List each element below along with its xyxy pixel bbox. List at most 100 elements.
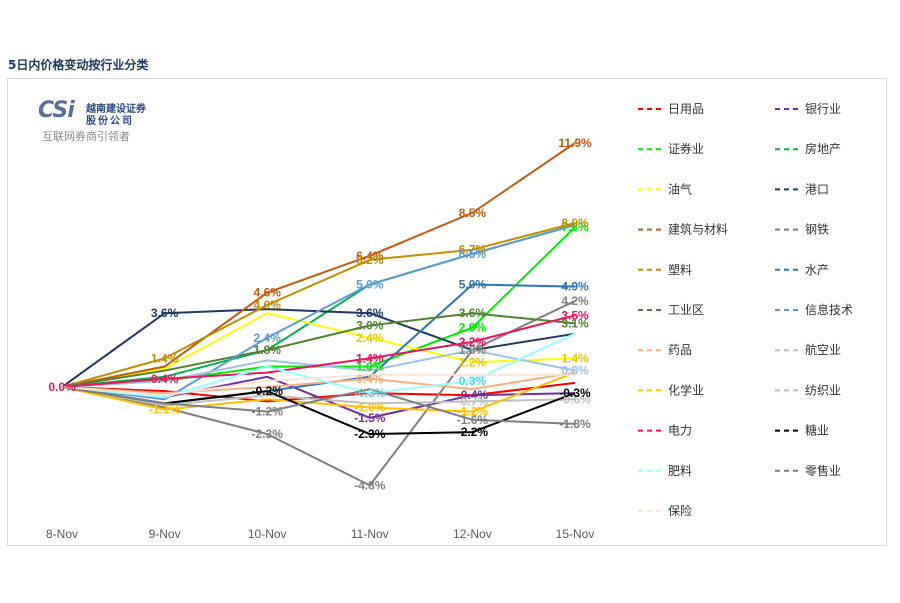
legend-label: 建筑与材料 (668, 222, 728, 237)
data-label: 5.0% (459, 278, 487, 292)
data-label: 1.4% (356, 351, 384, 365)
data-label: -0.3% (354, 386, 386, 400)
x-tick-label: 12-Nov (453, 527, 492, 541)
legend-label: 零售业 (805, 463, 841, 478)
legend-item: 化学业 (638, 382, 704, 397)
data-label: 6.2% (356, 253, 384, 267)
legend-label: 化学业 (668, 382, 704, 397)
x-tick-label: 8-Nov (46, 527, 78, 541)
series-line-12 (61, 224, 576, 401)
series-line-9 (61, 222, 576, 388)
series-line-19 (61, 332, 576, 399)
series-line-13 (61, 371, 576, 395)
logo-name-line1: 越南建设证券 (86, 104, 146, 115)
data-label: 3.6% (459, 306, 487, 320)
legend-label: 糖业 (805, 423, 829, 438)
legend-item: 零售业 (775, 463, 841, 478)
series-line-14 (61, 386, 576, 407)
data-label: 7.8% (561, 220, 589, 234)
data-label: 6.5% (459, 247, 487, 261)
legend-label: 保险 (668, 503, 692, 518)
legend-label: 药品 (668, 343, 692, 357)
data-label: 8.5% (459, 206, 487, 220)
data-label: 2.2% (459, 335, 487, 349)
legend-item: 钢铁 (775, 223, 829, 237)
data-label: -0.3% (559, 386, 591, 400)
series-line-4 (61, 224, 576, 388)
x-tick-label: 11-Nov (351, 527, 389, 541)
data-label: -1.1% (149, 403, 181, 417)
series-line-11 (61, 312, 576, 388)
data-label: 6.7% (459, 243, 487, 257)
data-label: 0.0% (48, 380, 76, 394)
data-label: -0.7% (457, 394, 489, 408)
data-label: -2.3% (354, 427, 386, 441)
data-label: 0.8% (561, 364, 589, 378)
data-label: 1.0% (356, 360, 384, 374)
data-label: 2.9% (459, 321, 487, 335)
x-tick-label: 9-Nov (149, 527, 181, 541)
legend-label: 肥料 (668, 464, 692, 478)
data-label: -0.2% (252, 384, 284, 398)
legend-item: 工业区 (638, 303, 704, 317)
x-tick-label: 10-Nov (248, 527, 287, 541)
data-label: 4.0% (254, 298, 282, 312)
legend-label: 纺织业 (805, 383, 841, 397)
legend-label: 工业区 (668, 303, 704, 317)
logo-slogan: 互联网券商引领者 (42, 130, 130, 143)
legend-item: 药品 (638, 343, 692, 357)
data-label: 1.4% (151, 351, 179, 365)
data-label: 11.9% (558, 136, 592, 150)
chart-frame (7, 78, 887, 546)
data-label: 0.4% (356, 372, 384, 386)
series-line-17 (61, 314, 576, 388)
legend-item: 塑料 (638, 262, 692, 277)
data-label: 2.4% (356, 331, 384, 345)
data-label: -0.4% (457, 388, 489, 402)
data-label: 3.1% (561, 316, 589, 330)
legend-item: 证券业 (638, 141, 704, 156)
legend-item: 糖业 (775, 423, 829, 438)
data-label: -2.3% (252, 427, 284, 441)
data-label: -4.8% (354, 478, 386, 492)
series-line-21 (61, 373, 575, 397)
legend-item: 航空业 (775, 342, 841, 357)
data-label: -1.8% (559, 417, 591, 431)
legend-label: 钢铁 (805, 223, 829, 237)
legend-item: 纺织业 (775, 383, 841, 397)
data-label: 6.4% (356, 249, 384, 263)
legend-label: 证券业 (668, 141, 704, 156)
legend-label: 水产 (805, 263, 829, 277)
legend-item: 日用品 (638, 102, 704, 116)
data-label: 1.8% (459, 343, 487, 357)
legend-item: 水产 (775, 263, 829, 277)
data-label: -1.2% (252, 405, 284, 419)
data-label: 1.2% (459, 355, 487, 369)
legend-label: 银行业 (805, 102, 841, 116)
data-label: -1.0% (354, 401, 386, 415)
legend-label: 塑料 (668, 262, 692, 277)
data-label: 8.0% (561, 216, 589, 230)
legend-item: 信息技术 (775, 302, 853, 317)
data-label: 4.9% (561, 280, 589, 294)
series-line-3 (61, 226, 576, 388)
series-line-7 (61, 142, 576, 388)
data-label: 3.5% (561, 308, 589, 322)
data-label: 3.0% (356, 319, 384, 333)
data-label: 4.2% (561, 294, 589, 308)
legend-item: 肥料 (638, 464, 692, 478)
data-label: -2.2% (457, 425, 489, 439)
data-label: 2.4% (254, 331, 282, 345)
series-layer (61, 142, 576, 487)
series-line-15 (61, 371, 576, 413)
legend-label: 港口 (805, 182, 829, 196)
data-label: 5.0% (356, 278, 384, 292)
x-axis: 8-Nov 9-Nov 10-Nov 11-Nov 12-Nov 15-Nov (46, 527, 594, 541)
data-label: 0.3% (459, 374, 487, 388)
data-label: 4.6% (254, 286, 282, 300)
brand-logo: CSi 越南建设证券 股份公司 互联网券商引领者 (30, 98, 190, 146)
legend-label: 房地产 (805, 141, 841, 156)
data-label: 3.6% (356, 306, 384, 320)
legend-item: 银行业 (775, 102, 841, 116)
